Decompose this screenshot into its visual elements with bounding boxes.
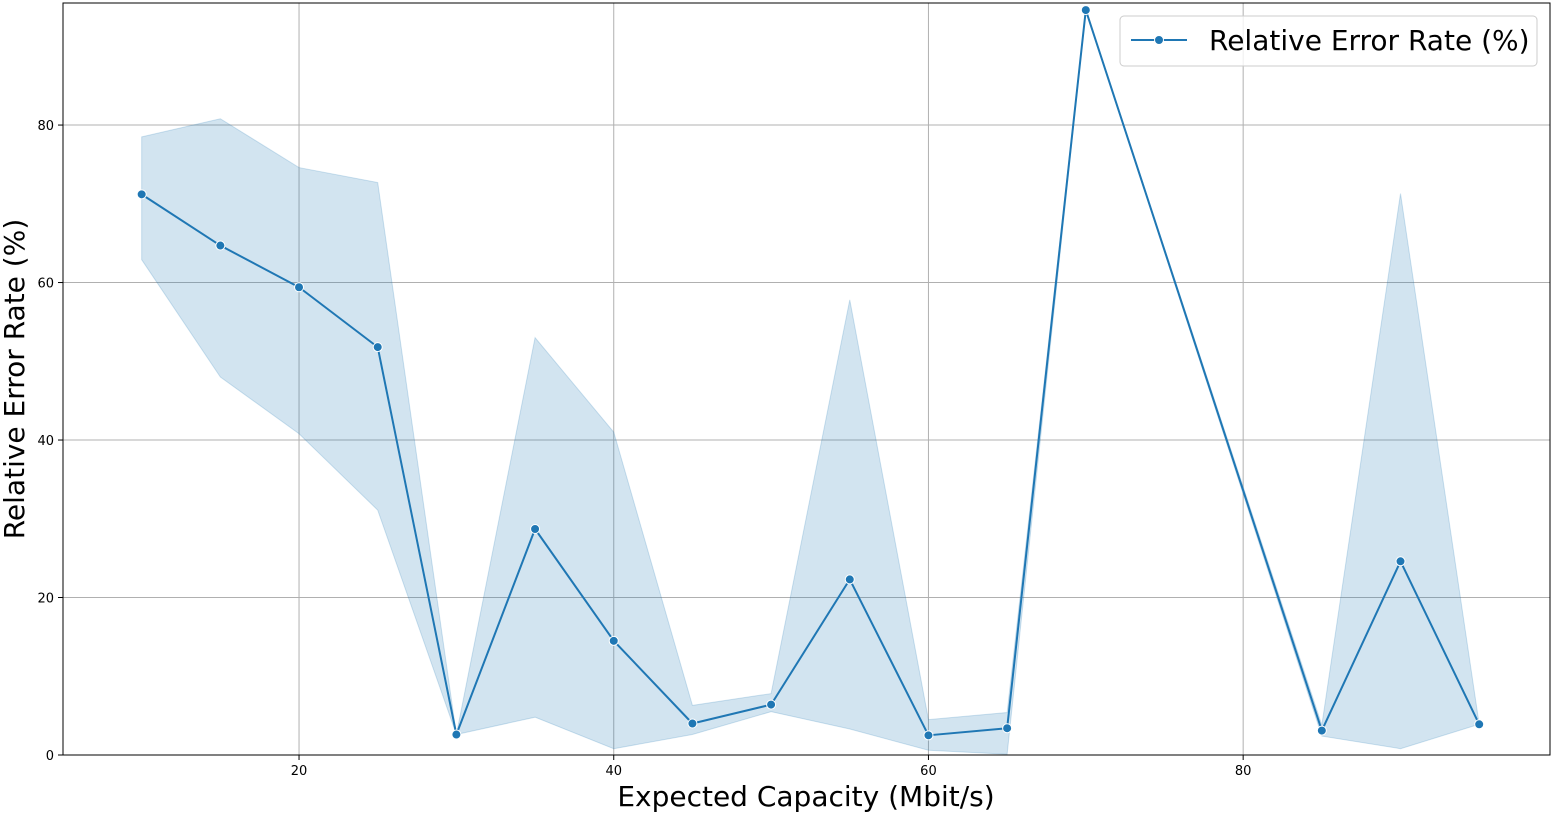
data-point	[766, 699, 777, 710]
data-point	[1395, 556, 1406, 567]
data-point	[687, 718, 698, 729]
data-point	[294, 282, 305, 293]
legend-marker-swatch	[1154, 35, 1164, 45]
x-tick-label: 60	[920, 764, 937, 779]
y-tick-label: 40	[37, 434, 54, 449]
y-tick-label: 60	[37, 277, 54, 292]
y-tick-label: 0	[46, 749, 54, 764]
y-tick-label: 20	[37, 592, 54, 607]
y-axis-label: Relative Error Rate (%)	[0, 219, 31, 540]
plot-frame	[62, 2, 1551, 756]
legend: Relative Error Rate (%)	[1119, 15, 1538, 67]
x-tick-label: 20	[291, 764, 308, 779]
data-point	[136, 189, 147, 200]
x-axis-label: Expected Capacity (Mbit/s)	[617, 780, 994, 813]
legend-entry-label: Relative Error Rate (%)	[1209, 24, 1530, 57]
series-markers	[136, 5, 1485, 741]
grid	[63, 3, 1550, 756]
data-point	[923, 730, 934, 741]
x-tick-label: 40	[605, 764, 622, 779]
data-point	[215, 240, 226, 251]
y-tick-label: 80	[37, 119, 54, 134]
data-point	[372, 342, 383, 353]
data-point	[530, 524, 541, 535]
data-point	[1316, 725, 1327, 736]
series-polyline	[141, 9, 1481, 737]
x-axis-ticks: 20 40 60 80	[291, 755, 1252, 779]
x-tick-label: 80	[1235, 764, 1252, 779]
data-point	[1474, 719, 1485, 730]
data-point	[1002, 723, 1013, 734]
series-line	[141, 9, 1481, 737]
data-point	[608, 635, 619, 646]
legend-box	[1119, 15, 1538, 67]
data-point	[844, 574, 855, 585]
data-point	[1080, 5, 1091, 16]
data-point	[451, 729, 462, 740]
y-axis-ticks: 0 20 40 60 80	[37, 119, 63, 764]
